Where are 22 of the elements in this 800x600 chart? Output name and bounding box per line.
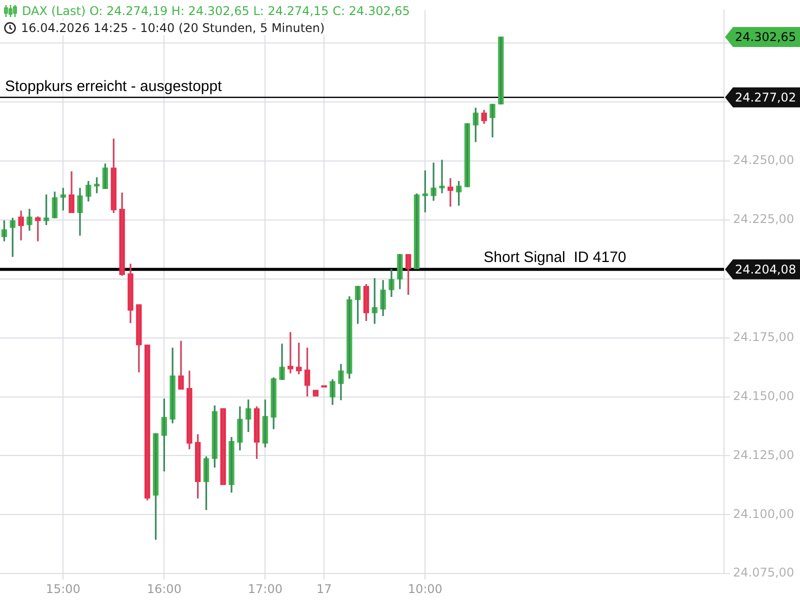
candlestick xyxy=(464,123,470,188)
y-tick-label: 24.075,00 xyxy=(733,566,794,580)
text: 24.277,02 xyxy=(735,90,796,104)
y-tick-label: 24.125,00 xyxy=(733,448,794,462)
chart-title: DAX (Last) O: 24.274,19 H: 24.302,65 L: 24.274,15 C: 24.302,65 xyxy=(22,4,410,18)
text: 24.204,08 xyxy=(735,262,796,276)
y-tick-label: 24.100,00 xyxy=(733,506,794,521)
y-tick-label: 24.225,00 xyxy=(733,212,794,226)
text: 16.04.2026 14:25 - 10:40 (20 Stunden, 5 Minuten) xyxy=(21,21,325,35)
x-tick-label: 16:00 xyxy=(146,582,182,596)
candlestick xyxy=(220,408,226,486)
x-tick-label: 17:00 xyxy=(248,582,282,596)
y-tick-label: 24.250,00 xyxy=(733,153,794,168)
candlestick xyxy=(498,36,504,104)
x-tick-label: 17 xyxy=(316,582,332,596)
ref-line-label: Short Signal ID 4170 xyxy=(484,248,626,266)
ref-line-label: Stoppkurs erreicht - ausgestoppt xyxy=(5,78,223,96)
y-tick-label: 24.150,00 xyxy=(733,388,794,403)
text: 24.302,65 xyxy=(735,30,796,44)
x-tick-label: 15:00 xyxy=(46,582,80,596)
y-tick-label: 24.175,00 xyxy=(733,330,794,344)
x-tick-label: 10:00 xyxy=(408,582,442,596)
